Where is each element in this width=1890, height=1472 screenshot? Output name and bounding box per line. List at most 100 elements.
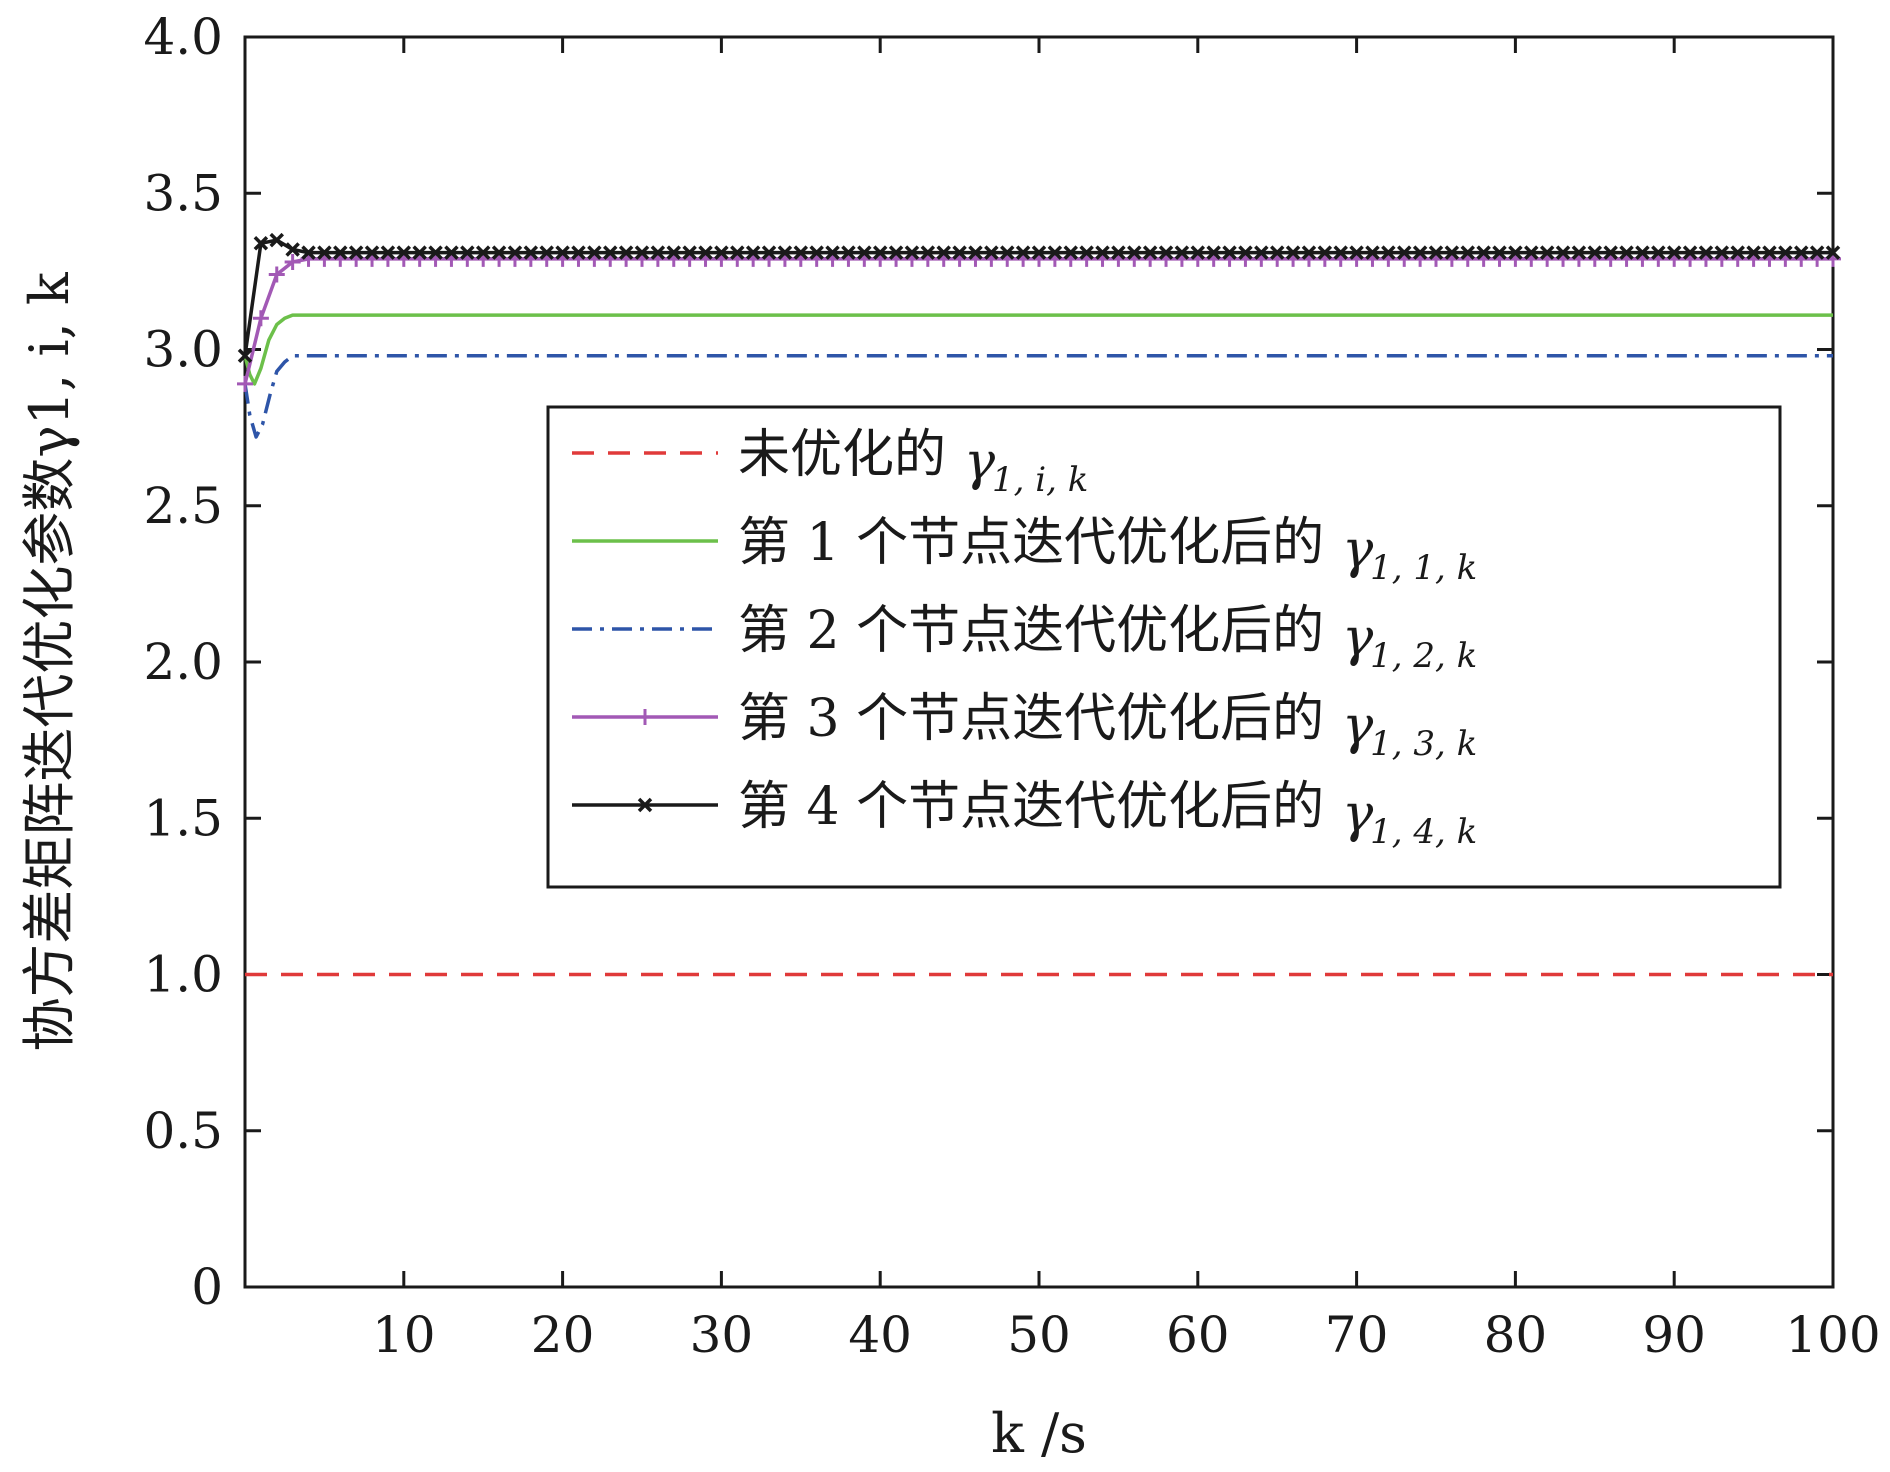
data-point: [1524, 245, 1539, 260]
data-point: [730, 245, 745, 260]
legend-entry: 未优化的 γ1, i, k: [572, 425, 1088, 500]
data-point: [809, 245, 824, 260]
data-point: [1539, 245, 1555, 260]
data-point: [1619, 245, 1634, 260]
data-point: [1714, 245, 1730, 260]
data-point: [587, 245, 602, 260]
data-point: [936, 245, 951, 260]
data-point: [555, 245, 570, 260]
data-point: [1269, 245, 1285, 260]
data-point: [841, 245, 856, 260]
x-tick-label: 90: [1642, 1306, 1706, 1364]
y-axis-title: 协方差矩阵迭代优化参数γ1, i, k: [18, 271, 81, 1052]
y-tick-label: 1.5: [143, 789, 223, 847]
data-point: [825, 245, 840, 260]
data-point: [412, 245, 427, 260]
x-tick-label: 80: [1484, 1306, 1548, 1364]
data-point: [1476, 245, 1491, 260]
data-point: [1762, 245, 1777, 260]
data-point: [396, 245, 412, 260]
data-point: [1142, 245, 1158, 260]
legend-subscript: 1, 4, k: [1370, 812, 1477, 852]
y-tick-label: 1.0: [143, 946, 223, 1004]
data-point: [1730, 245, 1745, 260]
data-point: [1000, 245, 1015, 260]
y-tick-label: 2.5: [143, 477, 223, 535]
legend-symbol: γ: [1342, 784, 1374, 844]
data-point: [491, 245, 507, 260]
legend-entry: 第 3 个节点迭代优化后的 γ1, 3, k: [572, 689, 1477, 764]
data-point: [1428, 245, 1444, 260]
legend-label: 第 2 个节点迭代优化后的: [738, 601, 1324, 661]
x-tick-label: 70: [1325, 1306, 1389, 1364]
legend-subscript: 1, 2, k: [1370, 636, 1477, 676]
series-line: [243, 354, 1833, 439]
y-tick-label: 2.0: [143, 633, 223, 691]
data-point: [1254, 245, 1269, 260]
data-point: [1460, 245, 1475, 260]
legend-symbol: γ: [1342, 696, 1374, 756]
data-point: [1682, 245, 1698, 260]
legend-subscript: 1, 3, k: [1370, 724, 1477, 764]
legend-subscript: 1, 1, k: [1370, 548, 1477, 588]
data-point: [872, 245, 888, 260]
data-point: [682, 245, 697, 260]
x-tick-label: 50: [1007, 1306, 1071, 1364]
data-point: [348, 245, 364, 260]
data-point: [952, 245, 967, 260]
data-point: [714, 245, 729, 260]
data-point: [1603, 245, 1618, 260]
data-point: [364, 245, 380, 260]
x-tick-label: 60: [1166, 1306, 1230, 1364]
data-point: [380, 245, 396, 260]
y-tick-label: 0.5: [143, 1102, 223, 1160]
x-tick-label: 30: [690, 1306, 754, 1364]
data-point: [1063, 245, 1078, 260]
y-tick-label: 0: [191, 1258, 223, 1316]
data-point: [252, 310, 269, 327]
legend-label: 第 3 个节点迭代优化后的: [738, 689, 1324, 749]
data-point: [777, 245, 793, 260]
series-4: [237, 250, 1841, 392]
data-point: [1349, 245, 1364, 260]
data-point: [603, 245, 618, 260]
data-point: [1746, 245, 1761, 260]
series-3: [243, 354, 1833, 439]
series-line: [243, 313, 1833, 386]
x-tick-label: 10: [372, 1306, 436, 1364]
data-point: [571, 245, 586, 260]
data-point: [793, 245, 809, 260]
legend-symbol: γ: [1342, 520, 1374, 580]
y-tick-label: 3.0: [143, 321, 223, 379]
data-point: [1381, 245, 1396, 260]
x-tick-label: 100: [1785, 1306, 1880, 1364]
data-point: [1095, 245, 1110, 260]
data-point: [618, 245, 634, 260]
series-2: [243, 313, 1833, 386]
legend-box: [546, 405, 1782, 889]
data-point: [1778, 245, 1793, 260]
data-point: [268, 266, 285, 283]
legend-symbol: γ: [964, 432, 996, 492]
data-point: [1492, 245, 1507, 260]
series-line: [243, 257, 1833, 385]
y-tick-label: 4.0: [143, 8, 223, 66]
data-point: [1031, 245, 1047, 260]
data-point: [507, 245, 523, 260]
data-point: [634, 245, 650, 260]
data-point: [1015, 245, 1031, 260]
data-point: [1698, 245, 1714, 260]
data-point: [1666, 245, 1682, 260]
data-point: [333, 245, 348, 260]
data-point: [1508, 245, 1523, 260]
legend-entry: 第 1 个节点迭代优化后的 γ1, 1, k: [572, 513, 1477, 588]
legend-subscript: 1, i, k: [992, 460, 1088, 500]
data-point: [1190, 245, 1206, 260]
data-point: [1047, 245, 1063, 260]
data-point: [1365, 245, 1380, 260]
data-point: [284, 254, 301, 270]
data-point: [1285, 245, 1301, 260]
data-point: [253, 236, 269, 251]
legend-marker: [637, 709, 653, 725]
